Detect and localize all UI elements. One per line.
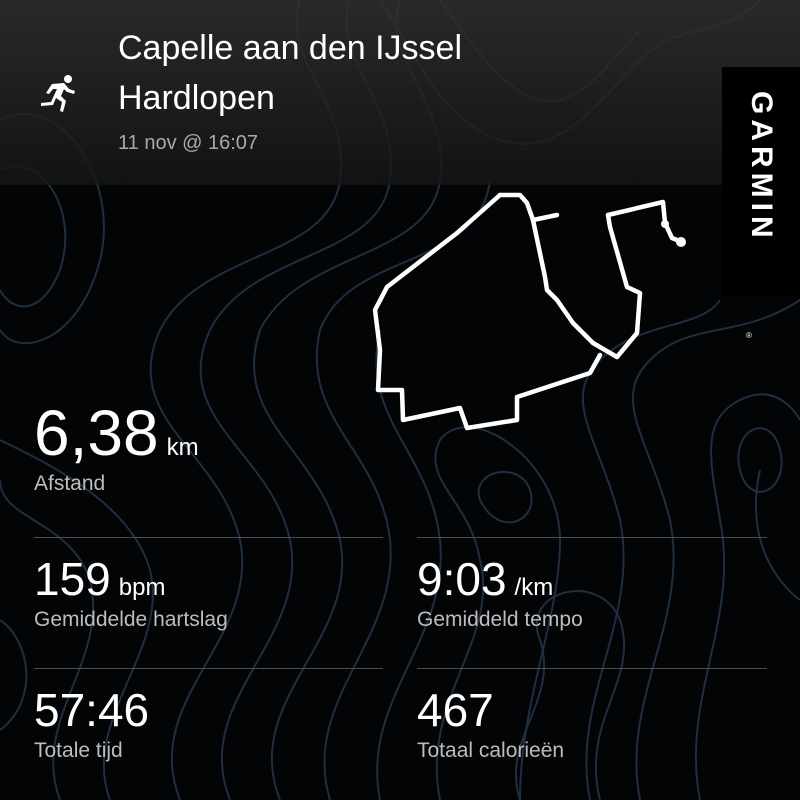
pace-label: Gemiddeld tempo <box>417 608 583 631</box>
divider <box>34 668 383 669</box>
route-south-loop <box>372 192 603 431</box>
heart-rate-unit: bpm <box>118 574 166 601</box>
distance-unit: km <box>166 434 199 461</box>
heart-rate-value: 159 <box>34 553 111 605</box>
calories-label: Totaal calorieën <box>417 739 565 762</box>
route-marker-end <box>676 237 686 247</box>
activity-location: Capelle aan den IJssel <box>118 29 463 67</box>
stat-total-time: 57:46 Totale tijd <box>34 683 149 763</box>
garmin-logo: GARMIN ® <box>722 67 800 340</box>
garmin-logo-text: GARMIN <box>745 91 778 243</box>
activity-header: Capelle aan den IJssel Hardlopen 11 nov … <box>0 0 800 185</box>
stat-calories: 467 Totaal calorieën <box>417 683 564 763</box>
activity-datetime: 11 nov @ 16:07 <box>118 132 259 154</box>
stat-distance: 6,38 km Afstand <box>34 396 199 496</box>
divider <box>34 537 383 538</box>
route-main-loop <box>497 192 685 360</box>
total-time-label: Totale tijd <box>34 739 123 762</box>
heart-rate-label: Gemiddelde hartslag <box>34 608 228 631</box>
stat-pace: 9:03/km Gemiddeld tempo <box>417 552 583 632</box>
pace-value: 9:03 <box>417 553 507 605</box>
distance-value: 6,38 <box>34 397 159 469</box>
distance-label: Afstand <box>34 472 106 495</box>
activity-type: Hardlopen <box>118 79 275 117</box>
divider <box>417 537 767 538</box>
pace-unit: /km <box>514 574 554 601</box>
divider <box>417 668 767 669</box>
route-spur <box>530 212 560 223</box>
stat-heart-rate: 159 bpm Gemiddelde hartslag <box>34 552 228 632</box>
calories-value: 467 <box>417 684 494 736</box>
total-time-value: 57:46 <box>34 684 150 736</box>
route-marker-start <box>661 220 669 228</box>
running-person-icon <box>41 75 75 112</box>
